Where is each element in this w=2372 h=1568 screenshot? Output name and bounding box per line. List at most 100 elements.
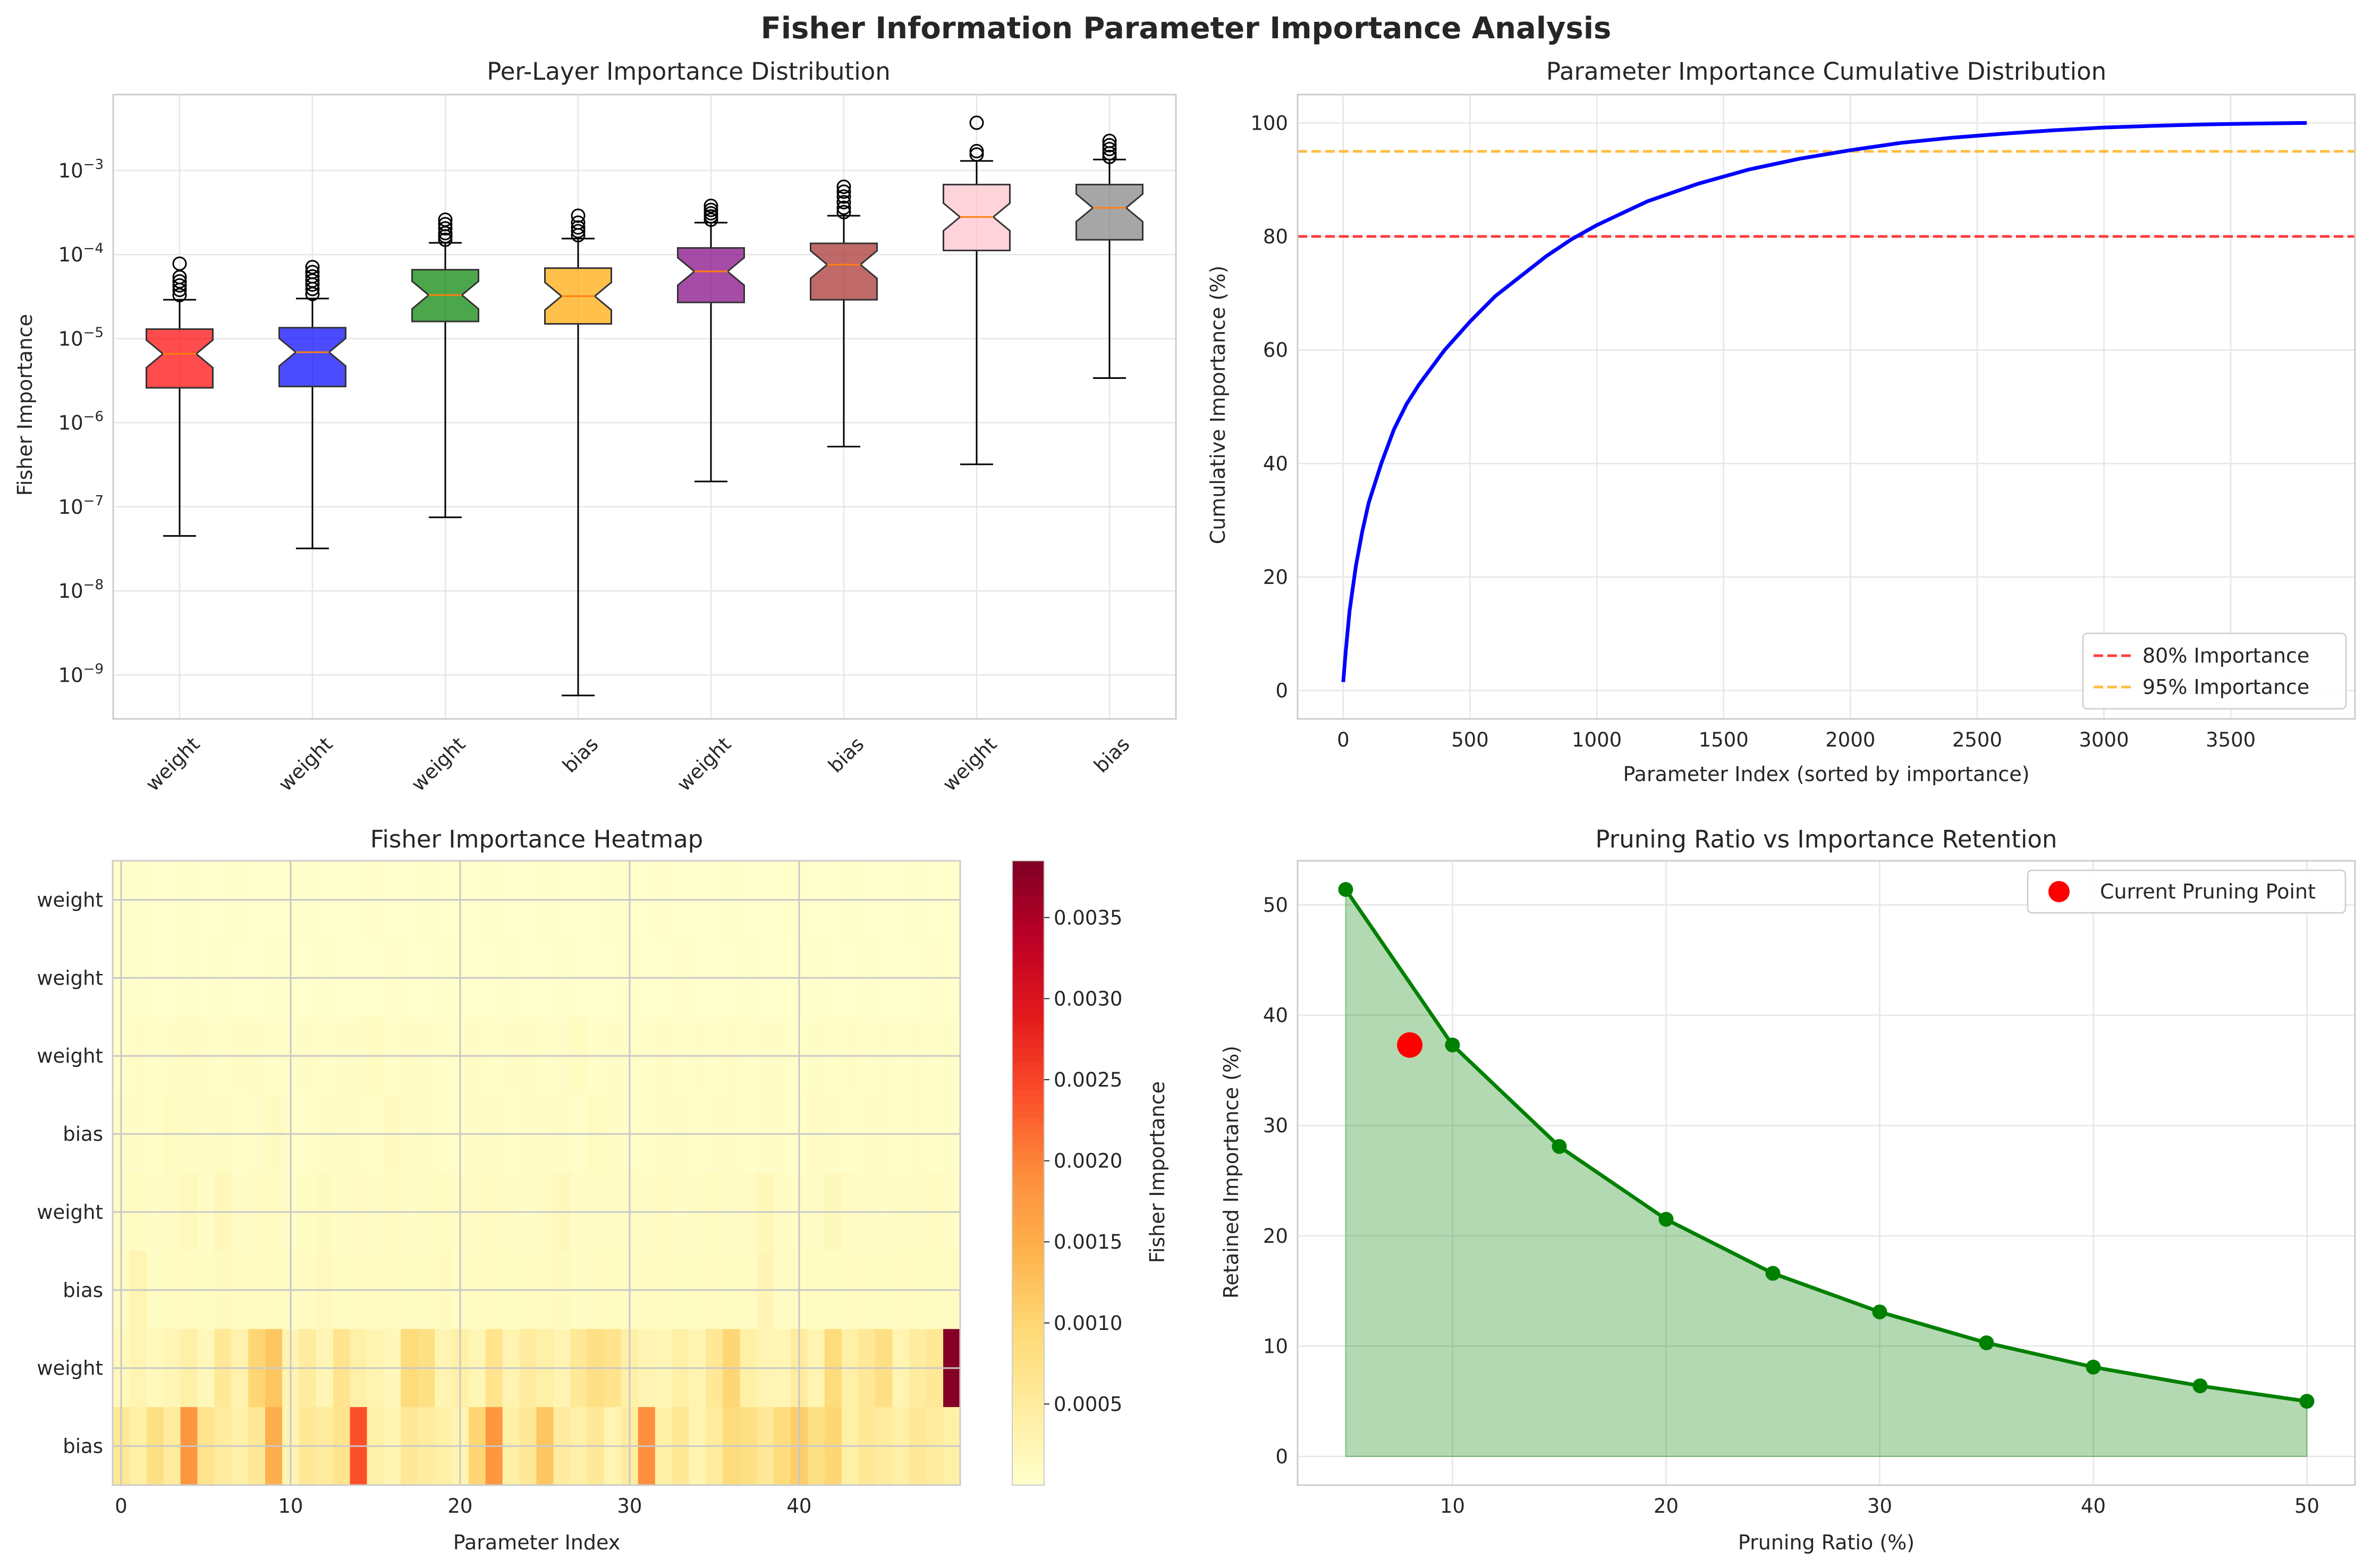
colorbar-segment bbox=[1012, 1311, 1044, 1319]
box-outlier bbox=[836, 205, 851, 219]
colorbar-segment bbox=[1012, 937, 1044, 945]
pruning-y-label: Retained Importance (%) bbox=[1219, 1046, 1243, 1299]
box-plot-y-tick-label: 10−7 bbox=[58, 493, 104, 519]
colorbar-segment bbox=[1012, 1048, 1044, 1056]
box-outlier bbox=[1102, 138, 1117, 152]
cumulative-x-label: Parameter Index (sorted by importance) bbox=[1623, 762, 2029, 786]
box-outlier bbox=[172, 278, 187, 293]
colorbar-segment bbox=[1012, 951, 1044, 959]
colorbar-segment bbox=[1012, 888, 1044, 896]
heatmap-title: Fisher Importance Heatmap bbox=[370, 825, 703, 853]
cumulative-x-tick-label: 2500 bbox=[1952, 728, 2002, 751]
box-6 bbox=[810, 180, 878, 448]
colorbar-segment bbox=[1012, 1117, 1044, 1125]
box-outlier bbox=[704, 198, 718, 213]
pruning-x-tick-label: 10 bbox=[1440, 1495, 1465, 1518]
colorbar-segment bbox=[1012, 923, 1044, 931]
box-outlier bbox=[571, 208, 586, 223]
box-outlier bbox=[305, 269, 320, 284]
box-outlier bbox=[438, 221, 453, 236]
colorbar-segment bbox=[1012, 1145, 1044, 1152]
pruning-series bbox=[1338, 882, 2315, 1457]
colorbar-tick-label: 0.0030 bbox=[1054, 987, 1122, 1010]
box-plot-boxes bbox=[146, 115, 1143, 697]
colorbar-segment bbox=[1012, 1006, 1044, 1014]
colorbar-segment bbox=[1012, 895, 1044, 903]
box-plot-y-tick-label: 10−3 bbox=[58, 157, 104, 182]
y-tick-exponent: −9 bbox=[83, 661, 104, 677]
colorbar-segment bbox=[1012, 1270, 1044, 1277]
colorbar-segment bbox=[1012, 978, 1044, 986]
pruning-y-tick-label: 0 bbox=[1275, 1445, 1288, 1468]
colorbar-frame bbox=[1012, 860, 1045, 1486]
colorbar-segment bbox=[1012, 1318, 1044, 1326]
colorbar-segment bbox=[1012, 944, 1044, 952]
pruning-x-tick-label: 20 bbox=[1654, 1495, 1679, 1518]
heatmap-row-label: bias bbox=[63, 1435, 103, 1458]
colorbar-segment bbox=[1012, 1450, 1044, 1458]
pruning-y-tick-label: 20 bbox=[1263, 1225, 1288, 1248]
heatmap-cells bbox=[113, 861, 961, 1486]
pruning-x-tick-label: 50 bbox=[2294, 1495, 2319, 1518]
y-tick-base: 10 bbox=[58, 412, 83, 435]
cumulative-x-tick-label: 500 bbox=[1451, 728, 1489, 751]
heatmap-ticks: 0 10 20 30 40 weight weight weight bias weight bia… bbox=[37, 888, 811, 1518]
colorbar-segment bbox=[1012, 1402, 1044, 1409]
colorbar-segment bbox=[1012, 1131, 1044, 1139]
colorbar-tick-label: 0.0025 bbox=[1054, 1069, 1122, 1091]
box-plot-y-label: Fisher Importance bbox=[13, 314, 37, 496]
pruning-point bbox=[2086, 1359, 2101, 1375]
cumulative-ticks: 0 500 1000 1500 2000 2500 3000 3500 0 20 40 60 80 100 bbox=[1250, 112, 2256, 751]
cumulative-y-tick-label: 80 bbox=[1263, 225, 1288, 248]
pruning-line bbox=[1344, 888, 2307, 1403]
box-outlier bbox=[305, 260, 320, 275]
colorbar-segment bbox=[1012, 1353, 1044, 1361]
colorbar-segment bbox=[1012, 1082, 1044, 1090]
cumulative-x-tick-label: 2000 bbox=[1825, 728, 1875, 751]
box-outlier bbox=[1102, 133, 1117, 148]
figure-suptitle: Fisher Information Parameter Importance … bbox=[761, 11, 1612, 46]
box-body bbox=[677, 247, 745, 303]
y-tick-exponent: −5 bbox=[83, 325, 104, 341]
box-outlier bbox=[836, 200, 851, 215]
cumulative-x-tick-label: 0 bbox=[1337, 728, 1350, 751]
box-outlier bbox=[704, 206, 718, 221]
pruning-x-tick-label: 30 bbox=[1867, 1495, 1892, 1518]
pruning-point bbox=[1765, 1266, 1781, 1281]
y-tick-base: 10 bbox=[58, 159, 83, 182]
colorbar-segment bbox=[1012, 1346, 1044, 1354]
cumulative-title: Parameter Importance Cumulative Distribu… bbox=[1546, 57, 2106, 86]
colorbar-segment bbox=[1012, 1200, 1044, 1208]
box-plot-title: Per-Layer Importance Distribution bbox=[487, 57, 891, 86]
heatmap-grid bbox=[113, 861, 960, 1485]
pruning-point bbox=[1552, 1139, 1567, 1154]
box-outlier bbox=[571, 220, 586, 235]
y-tick-exponent: −8 bbox=[83, 577, 104, 593]
heatmap-x-tick-label: 30 bbox=[617, 1495, 642, 1518]
box-outlier bbox=[1102, 142, 1117, 157]
heatmap-frame bbox=[112, 860, 961, 1486]
pruning-x-tick-label: 40 bbox=[2081, 1495, 2106, 1518]
box-outlier bbox=[836, 180, 851, 194]
box-plot-y-tick-label: 10−8 bbox=[58, 577, 104, 603]
colorbar-segment bbox=[1012, 1249, 1044, 1257]
cumulative-x-tick-label: 1500 bbox=[1699, 728, 1749, 751]
cumulative-y-tick-label: 0 bbox=[1275, 680, 1288, 702]
colorbar-segment bbox=[1012, 1325, 1044, 1333]
box-outlier bbox=[704, 202, 718, 217]
colorbar-segment bbox=[1012, 1152, 1044, 1159]
heatmap-colorbar: 0.0005 0.0010 0.0015 0.0020 0.0025 0.0030 0.00… bbox=[1012, 860, 1122, 1486]
colorbar-segment bbox=[1012, 993, 1044, 1000]
heatmap-row-label: bias bbox=[63, 1123, 103, 1146]
colorbar-segment bbox=[1012, 1332, 1044, 1340]
colorbar-tick-label: 0.0020 bbox=[1054, 1150, 1122, 1173]
heatmap-x-tick-label: 40 bbox=[786, 1495, 811, 1518]
colorbar-segment bbox=[1012, 1034, 1044, 1042]
y-tick-exponent: −3 bbox=[83, 157, 104, 173]
colorbar-segment bbox=[1012, 971, 1044, 979]
heatmap-x-tick-label: 0 bbox=[115, 1495, 128, 1518]
box-outlier bbox=[305, 265, 320, 279]
cumulative-series bbox=[1341, 121, 2307, 682]
box-1 bbox=[146, 256, 214, 537]
heatmap-x-tick-label: 20 bbox=[447, 1495, 472, 1518]
